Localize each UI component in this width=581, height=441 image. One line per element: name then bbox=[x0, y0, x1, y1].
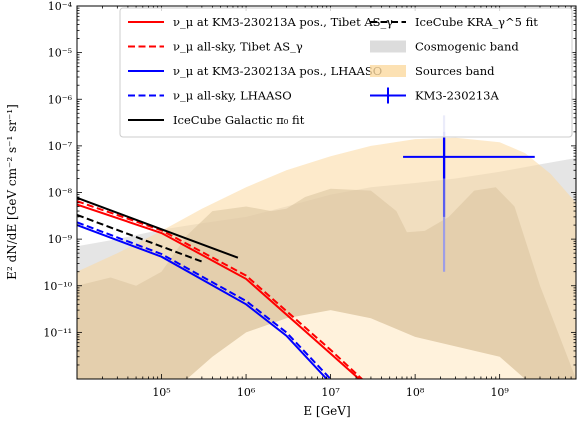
legend-label-right-2: Sources band bbox=[415, 64, 495, 78]
y-tick-label: 10⁻⁵ bbox=[48, 47, 72, 60]
y-axis-label: E² dN/dE [GeV cm⁻² s⁻¹ sr⁻¹] bbox=[5, 104, 19, 280]
y-tick-label: 10⁻⁷ bbox=[48, 140, 73, 153]
y-tick-label: 10⁻⁴ bbox=[48, 0, 73, 13]
legend-label-left-4: IceCube Galactic π₀ fit bbox=[173, 113, 305, 127]
band-2 bbox=[77, 187, 576, 379]
x-tick-label: 10⁹ bbox=[490, 386, 509, 399]
bands-layer bbox=[77, 137, 576, 379]
x-tick-label: 10⁶ bbox=[237, 386, 256, 399]
y-tick-label: 10⁻⁸ bbox=[48, 187, 73, 200]
series-line-0 bbox=[77, 203, 361, 379]
series-line-4 bbox=[77, 196, 239, 259]
y-tick-label: 10⁻⁹ bbox=[48, 233, 73, 246]
x-axis-label: E [GeV] bbox=[303, 404, 350, 418]
legend-label-left-1: ν_μ all-sky, Tibet AS_γ bbox=[173, 40, 303, 54]
y-tick-label: 10⁻¹¹ bbox=[43, 326, 72, 339]
legend-label-right-0: IceCube KRA_γ^5 fit bbox=[415, 15, 538, 29]
legend-swatch-right-2 bbox=[370, 65, 406, 77]
ticks-layer: 10⁵ 10⁶ 10⁷ 10⁸ 10⁹ 10⁻¹¹ 10⁻¹⁰ 10⁻⁹ 10⁻⁸ 10⁻⁷ 10⁻… bbox=[43, 0, 577, 399]
x-tick-label: 10⁸ bbox=[406, 386, 425, 399]
legend-box bbox=[119, 7, 573, 138]
legend: ν_μ at KM3-230213A pos., Tibet AS_γ ν_μ a… bbox=[119, 7, 573, 138]
series-line-1 bbox=[77, 200, 364, 379]
legend-label-right-3: KM3-230213A bbox=[415, 89, 499, 103]
series-line-5 bbox=[77, 213, 203, 263]
legend-label-left-0: ν_μ at KM3-230213A pos., Tibet AS_γ bbox=[173, 15, 393, 29]
lines-layer bbox=[77, 196, 364, 379]
legend-label-left-3: ν_μ all-sky, LHAASO bbox=[173, 89, 292, 103]
legend-label-right-1: Cosmogenic band bbox=[415, 40, 519, 54]
legend-label-left-2: ν_μ at KM3-230213A pos., LHAASO bbox=[173, 64, 382, 78]
band-3 bbox=[187, 310, 526, 379]
y-tick-label: 10⁻⁶ bbox=[48, 93, 73, 106]
y-tick-label: 10⁻¹⁰ bbox=[43, 280, 72, 293]
data-point-layer bbox=[403, 115, 535, 272]
x-tick-label: 10⁷ bbox=[321, 386, 340, 399]
series-line-2 bbox=[77, 224, 328, 379]
legend-swatch-right-1 bbox=[370, 40, 406, 53]
x-tick-label: 10⁵ bbox=[152, 386, 170, 399]
